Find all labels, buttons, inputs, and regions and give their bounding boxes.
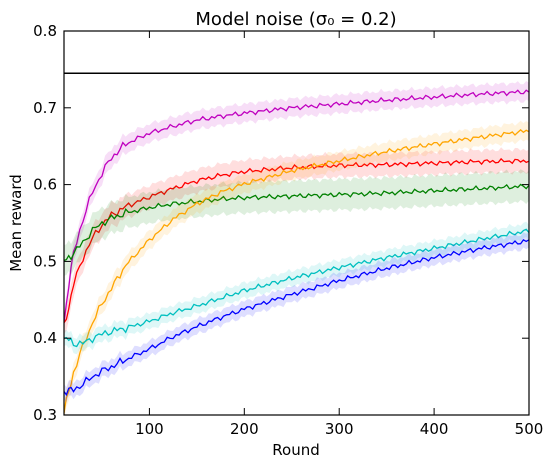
plot-area — [64, 72, 529, 415]
series-line — [64, 183, 529, 262]
x-axis-title: Round — [272, 441, 319, 459]
plot-frame — [63, 30, 530, 416]
series-band — [64, 232, 529, 403]
x-tick-label: 500 — [515, 420, 544, 438]
y-tick-label: 0.5 — [33, 252, 57, 270]
axis-ticks: 100 200 300 400 500 0.3 0.4 0.5 0.6 0.7 0.8 — [33, 22, 543, 438]
series-band — [64, 169, 529, 276]
y-tick-label: 0.3 — [33, 406, 57, 424]
y-axis-title: Mean reward — [7, 174, 25, 272]
y-tick-label: 0.6 — [33, 176, 57, 194]
y-tick-label: 0.8 — [33, 22, 57, 40]
x-tick-label: 300 — [325, 420, 354, 438]
x-tick-label: 100 — [135, 420, 164, 438]
series-line — [64, 89, 529, 323]
x-tick-label: 200 — [230, 420, 259, 438]
chart-title: Model noise (σ₀ = 0.2) — [195, 9, 396, 30]
x-tick-label: 400 — [420, 420, 449, 438]
y-tick-label: 0.7 — [33, 99, 57, 117]
y-tick-label: 0.4 — [33, 329, 57, 347]
series-line — [64, 239, 529, 397]
series-band — [64, 147, 529, 335]
series-line — [64, 157, 529, 324]
series-band — [64, 221, 529, 355]
series-line — [64, 228, 529, 348]
series-line — [64, 129, 529, 414]
